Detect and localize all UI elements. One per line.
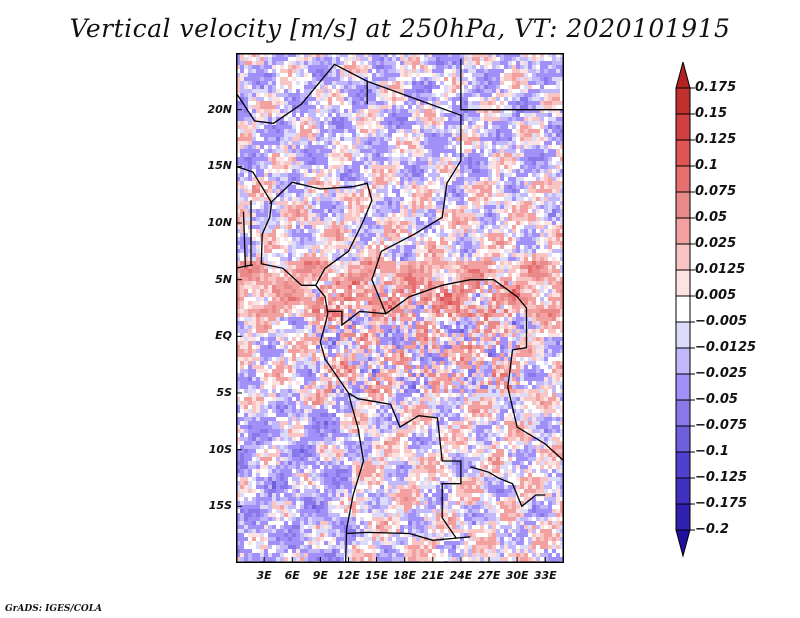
lat-tick-label: 5S [216, 386, 232, 399]
lat-tick-label: 10N [207, 216, 232, 229]
colorbar-segment [675, 399, 691, 427]
colorbar-level-label: −0.175 [695, 496, 748, 511]
colorbar-level-label: 0.005 [695, 288, 737, 303]
lon-tick-label: 9E [312, 569, 328, 582]
colorbar-segment [675, 425, 691, 453]
lon-tick-label: 6E [284, 569, 300, 582]
colorbar-level-label: 0.125 [695, 132, 737, 147]
colorbar-segment [675, 243, 691, 271]
colorbar-level-label: −0.05 [695, 392, 738, 407]
colorbar-bottom-arrow [675, 529, 691, 558]
lat-tick-label: 5N [215, 272, 232, 286]
lon-tick-label: 33E [533, 569, 557, 582]
border-line [236, 165, 273, 264]
vertical-velocity-map [236, 53, 564, 563]
border-line [269, 181, 373, 286]
border-line [261, 263, 365, 563]
colorbar-segment [675, 347, 691, 375]
colorbar-segment [675, 165, 691, 193]
colorbar-level-label: 0.1 [695, 158, 719, 173]
colorbar-level-label: −0.1 [695, 444, 729, 459]
colorbar-segment [675, 321, 691, 349]
lon-tick-label: 27E [477, 569, 501, 582]
colorbar-segment [675, 477, 691, 505]
colorbar-level-label: −0.125 [695, 470, 748, 485]
map-frame [236, 53, 564, 563]
lon-tick-label: 30E [505, 569, 529, 582]
lon-tick-label: 15E [365, 569, 388, 582]
colorbar-level-label: 0.15 [695, 106, 728, 121]
border-line [366, 80, 564, 462]
border-line [242, 211, 247, 268]
border-line [346, 531, 471, 541]
colorbar-level-label: 0.025 [695, 236, 737, 251]
lat-tick-label: 20N [207, 102, 232, 116]
colorbar-segment [675, 503, 691, 531]
country-borders [236, 58, 564, 563]
lon-tick-label: 21E [421, 569, 445, 582]
colorbar-level-label: 0.075 [695, 184, 737, 199]
colorbar-level-label: −0.025 [695, 366, 748, 381]
border-line [470, 466, 546, 508]
lat-tick-label: EQ [215, 329, 232, 343]
colorbar-level-label: −0.075 [695, 418, 748, 433]
colorbar-segment [675, 113, 691, 141]
map-plot-area [236, 53, 564, 563]
colorbar-segment [675, 139, 691, 167]
colorbar-level-label: 0.175 [695, 80, 737, 95]
chart-title: Vertical velocity [m/s] at 250hPa, VT: 2… [69, 14, 731, 43]
colorbar-segment [675, 87, 691, 115]
lon-tick-label: 12E [337, 569, 360, 582]
colorbar-level-label: −0.2 [695, 522, 729, 537]
grads-credit: GrADS: IGES/COLA [5, 604, 103, 614]
colorbar-top-arrow [675, 62, 691, 89]
colorbar-level-label: 0.0125 [695, 262, 746, 277]
lon-tick-label: 3E [256, 569, 272, 582]
lon-tick-label: 18E [393, 569, 417, 582]
border-line [348, 392, 462, 539]
lat-tick-label: 15N [207, 159, 232, 173]
colorbar-segment [675, 373, 691, 401]
velocity-field [236, 53, 564, 563]
lat-tick-label: 15S [208, 499, 232, 513]
colorbar-segment [675, 295, 691, 323]
lat-tick-label: 10S [208, 442, 232, 456]
border-line [460, 58, 564, 111]
colorbar-level-label: −0.0125 [695, 340, 757, 355]
colorbar-segment [675, 217, 691, 245]
colorbar-segment [675, 451, 691, 479]
colorbar-segment [675, 269, 691, 297]
colorbar-level-label: −0.005 [695, 314, 748, 329]
colorbar-level-label: 0.05 [695, 210, 728, 225]
border-line [327, 310, 386, 327]
colorbar [675, 62, 695, 558]
colorbar-segment [675, 191, 691, 219]
lon-tick-label: 24E [449, 569, 473, 582]
